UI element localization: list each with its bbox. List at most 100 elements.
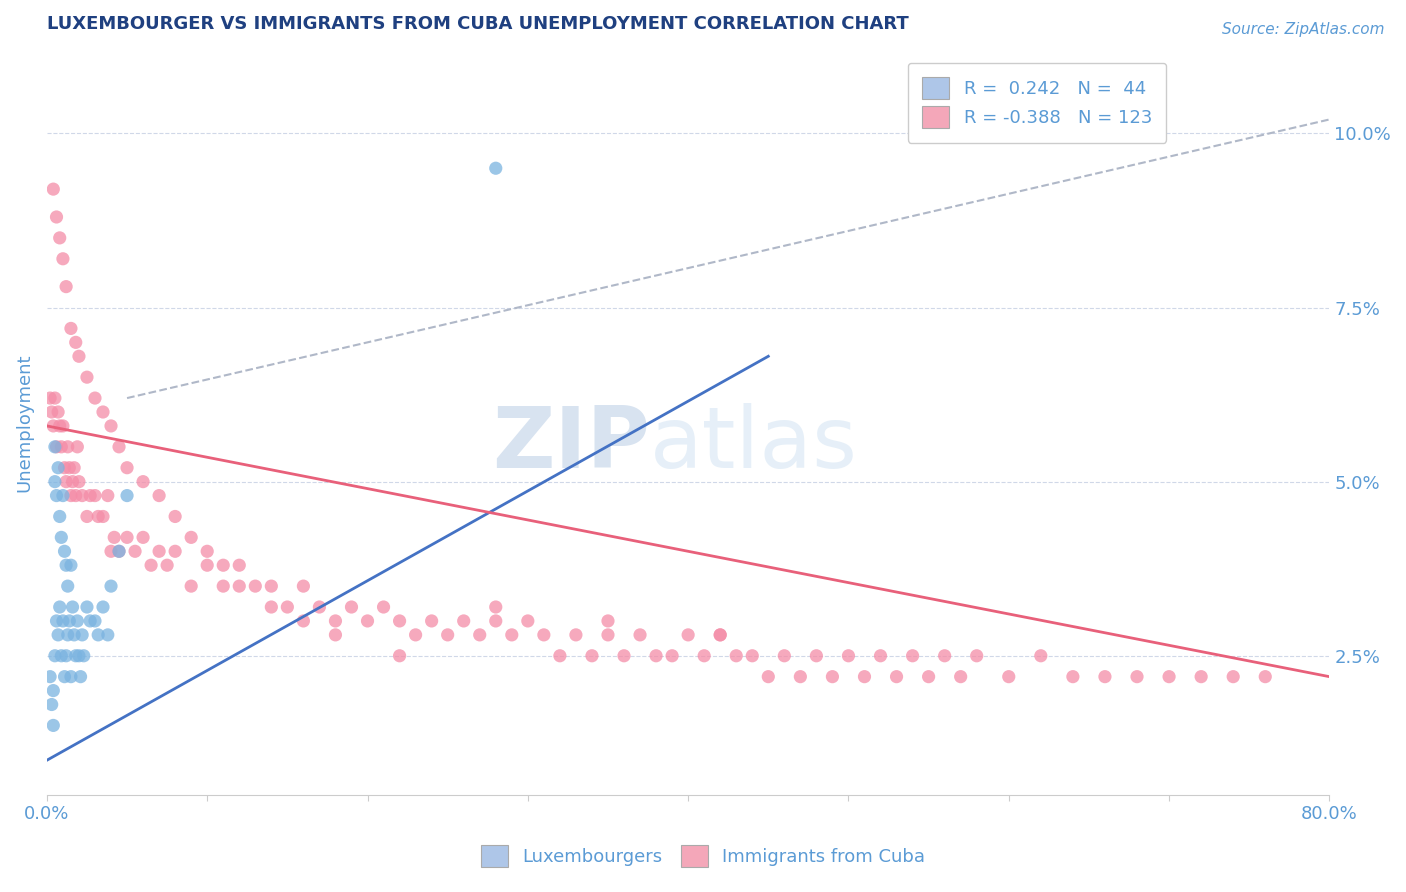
Point [45,489,67,503]
Point [46,460,69,475]
Point [100,544,122,558]
Text: Source: ZipAtlas.com: Source: ZipAtlas.com [1222,22,1385,37]
Point [228,558,250,573]
Point [48,231,70,245]
Point [51,530,73,544]
Point [869,648,891,663]
Point [709,628,731,642]
Point [51,648,73,663]
Point [468,628,491,642]
Point [613,648,636,663]
Point [115,530,138,544]
Point [55,558,77,573]
Point [44,391,66,405]
Point [420,614,443,628]
Point [55,648,77,663]
Point [100,419,122,434]
Point [41,698,63,712]
Point [180,530,202,544]
Point [485,161,508,176]
Point [180,579,202,593]
Point [628,628,651,642]
Point [139,558,162,573]
Point [59,321,82,335]
Point [1189,670,1212,684]
Point [645,648,668,663]
Point [73,648,96,663]
Point [66,614,89,628]
Point [436,628,458,642]
Point [45,210,67,224]
Point [388,614,411,628]
Point [84,391,107,405]
Point [87,509,110,524]
Point [388,648,411,663]
Point [41,405,63,419]
Point [741,648,763,663]
Point [148,544,170,558]
Point [195,558,218,573]
Point [84,614,107,628]
Legend: Luxembourgers, Immigrants from Cuba: Luxembourgers, Immigrants from Cuba [474,838,932,874]
Point [837,648,859,663]
Point [340,600,363,615]
Point [806,648,828,663]
Point [596,628,619,642]
Text: atlas: atlas [650,403,858,486]
Point [596,614,619,628]
Point [67,349,90,363]
Point [51,440,73,454]
Point [42,683,65,698]
Point [42,419,65,434]
Point [1094,670,1116,684]
Point [949,670,972,684]
Point [39,391,62,405]
Point [1254,670,1277,684]
Point [292,614,315,628]
Point [501,628,523,642]
Point [42,718,65,732]
Point [886,670,908,684]
Point [65,489,87,503]
Point [69,670,91,684]
Point [39,670,62,684]
Point [97,489,120,503]
Point [91,509,114,524]
Point [59,558,82,573]
Point [148,489,170,503]
Point [91,600,114,615]
Point [103,530,125,544]
Text: ZIP: ZIP [492,403,650,486]
Point [773,648,796,663]
Point [934,648,956,663]
Point [115,460,138,475]
Point [245,579,267,593]
Point [70,489,93,503]
Point [108,544,131,558]
Point [548,648,571,663]
Point [108,544,131,558]
Point [45,440,67,454]
Point [533,628,555,642]
Point [485,600,508,615]
Point [55,279,77,293]
Point [789,670,811,684]
Point [132,475,155,489]
Point [276,600,298,615]
Point [356,614,378,628]
Point [132,530,155,544]
Point [228,579,250,593]
Point [87,628,110,642]
Point [67,475,90,489]
Point [405,628,427,642]
Point [42,182,65,196]
Point [901,648,924,663]
Point [63,460,86,475]
Point [52,419,75,434]
Point [1062,670,1084,684]
Point [67,648,90,663]
Point [48,509,70,524]
Point [48,419,70,434]
Point [693,648,716,663]
Point [212,558,235,573]
